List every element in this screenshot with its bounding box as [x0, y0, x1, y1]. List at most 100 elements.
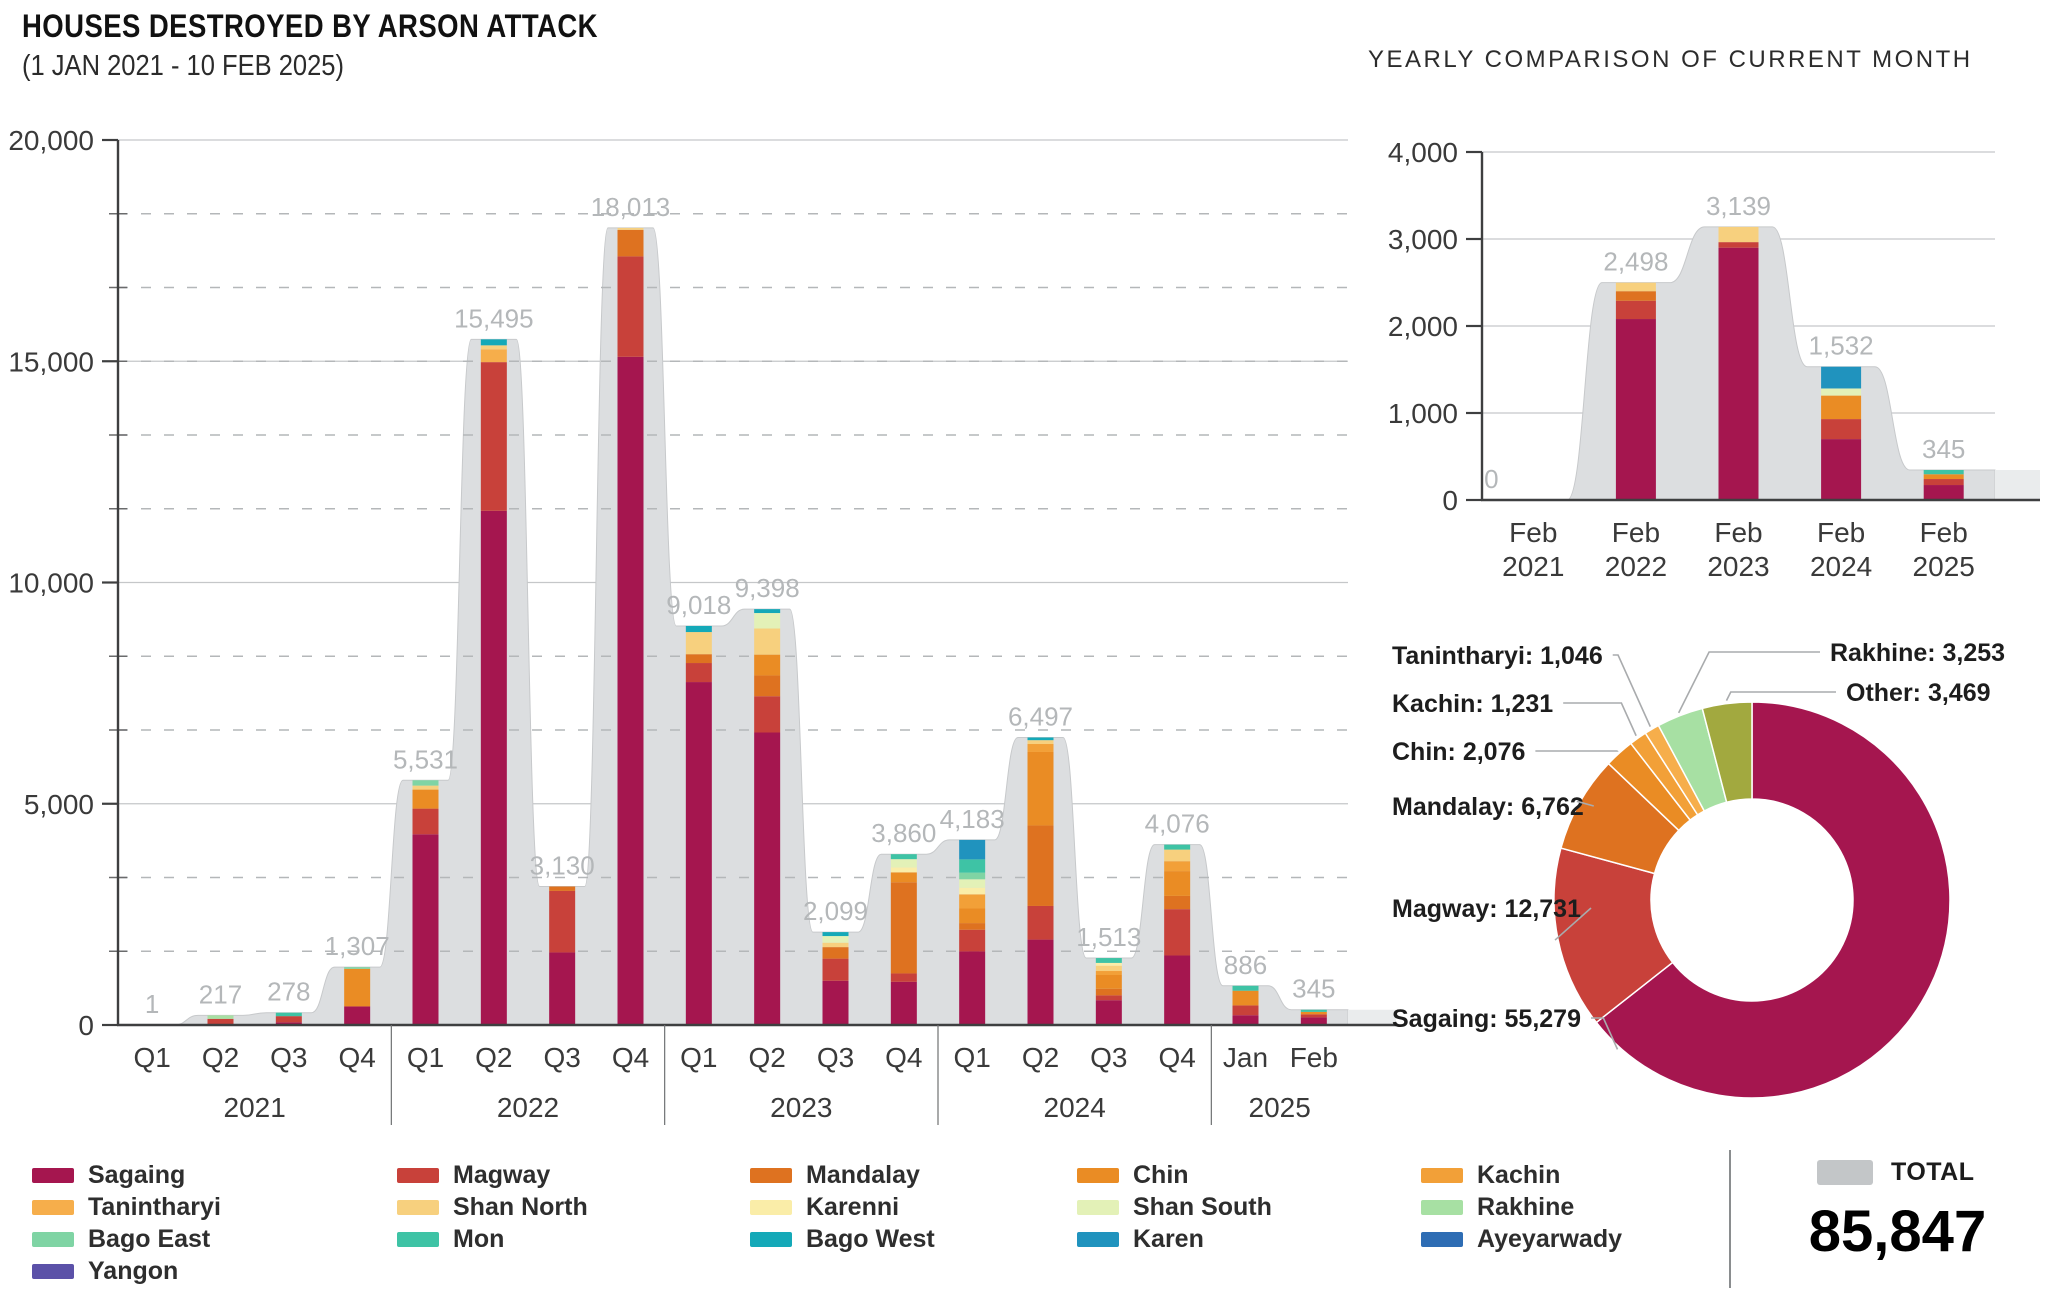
- bar-segment-mandalay: [822, 947, 849, 959]
- legend-swatch: [1077, 1199, 1119, 1215]
- bar-value-label: 1,532: [1809, 331, 1874, 361]
- legend-label: Mon: [453, 1224, 505, 1253]
- bar-segment-bago-west: [685, 625, 712, 633]
- legend-swatch: [750, 1167, 792, 1183]
- bar-segment-mandalay: [617, 229, 644, 257]
- bar-value-label: 15,495: [454, 303, 534, 333]
- bar-segment-shan-south: [754, 613, 781, 629]
- x-axis-tick-label: Q4: [338, 1042, 375, 1073]
- legend-item-karenni: Karenni: [750, 1193, 899, 1221]
- donut-label: Sagaing: 55,279: [1392, 1005, 1581, 1033]
- x-axis-group-label: 2021: [224, 1092, 286, 1123]
- bar-value-label: 0: [1484, 464, 1498, 494]
- x-axis-tick-label: Q3: [817, 1042, 854, 1073]
- bar-segment-chin: [890, 872, 917, 883]
- bar-value-label: 4,183: [940, 804, 1005, 834]
- bar-segment-magway: [959, 929, 986, 952]
- bar-segment-magway: [1718, 242, 1759, 248]
- bar-segment-mandalay: [1095, 988, 1122, 996]
- legend-label: Karen: [1133, 1224, 1204, 1253]
- bar-segment-magway: [1027, 905, 1054, 940]
- bar-segment-chin: [1923, 474, 1964, 480]
- bar-segment-sagaing: [275, 1022, 302, 1025]
- donut-leader-line: [1612, 654, 1652, 727]
- bar-segment-chin: [412, 789, 439, 809]
- x-axis-year-label: 2022: [1605, 551, 1667, 582]
- bar-value-label: 2,099: [803, 896, 868, 926]
- bar-segment-magway: [207, 1018, 234, 1025]
- total-swatch: [1817, 1160, 1873, 1185]
- bar-segment-shan-south: [890, 859, 917, 868]
- bar-segment-mon: [1164, 844, 1191, 850]
- bar-segment-mandalay: [1164, 895, 1191, 910]
- x-axis-group-label: 2025: [1249, 1092, 1311, 1123]
- bar-segment-sagaing: [754, 732, 781, 1025]
- y-axis-tick-label: 5,000: [24, 789, 94, 820]
- x-axis-tick-label: Q2: [1022, 1042, 1059, 1073]
- bar-segment-shan-north: [754, 628, 781, 655]
- bar-segment-magway: [1615, 300, 1656, 320]
- x-axis-tick-label: Q3: [270, 1042, 307, 1073]
- legend-swatch: [1077, 1231, 1119, 1247]
- bar-value-label: 3,860: [871, 818, 936, 848]
- bar-segment-mon: [1923, 469, 1964, 475]
- legend-label: Ayeyarwady: [1477, 1224, 1622, 1253]
- x-axis-tick-label: Feb: [1817, 517, 1865, 548]
- x-axis-tick-label: Feb: [1920, 517, 1968, 548]
- bar-segment-sagaing: [959, 951, 986, 1025]
- bar-segment-sagaing: [685, 682, 712, 1025]
- bar-segment-magway: [480, 362, 507, 511]
- bar-segment-mon: [1300, 1009, 1327, 1012]
- donut-label: Tanintharyi: 1,046: [1392, 642, 1603, 670]
- legend-label: Sagaing: [88, 1160, 186, 1189]
- bar-segment-magway: [1821, 419, 1862, 440]
- bar-segment-shan-south: [822, 936, 849, 943]
- legend-label: Shan South: [1133, 1192, 1272, 1221]
- silhouette-continuation: [1348, 1009, 1396, 1025]
- donut-leader-line: [1677, 651, 1820, 714]
- bar-segment-mandalay: [890, 882, 917, 974]
- donut-label: Magway: 12,731: [1392, 895, 1581, 923]
- x-axis-tick-label: Q4: [1158, 1042, 1195, 1073]
- bar-segment-magway: [549, 890, 576, 953]
- bar-segment-mandalay: [685, 654, 712, 664]
- donut-leader-line: [1563, 702, 1637, 737]
- x-axis-tick-label: Feb: [1509, 517, 1557, 548]
- total-value: 85,847: [1808, 1199, 1987, 1264]
- legend-swatch: [32, 1231, 74, 1247]
- bar-segment-sagaing: [1615, 319, 1656, 500]
- legend-item-shan-north: Shan North: [397, 1193, 588, 1221]
- legend-swatch: [750, 1199, 792, 1215]
- bar-segment-magway: [685, 663, 712, 683]
- legend-item-sagaing: Sagaing: [32, 1161, 185, 1189]
- y-axis-tick-label: 15,000: [8, 346, 94, 377]
- bar-value-label: 1,513: [1076, 922, 1141, 952]
- legend-swatch: [1421, 1231, 1463, 1247]
- legend-item-kachin: Kachin: [1421, 1161, 1560, 1189]
- x-axis-tick-label: Q1: [133, 1042, 170, 1073]
- legend-label: Karenni: [806, 1192, 900, 1221]
- bar-segment-shan-south: [1821, 388, 1862, 396]
- x-axis-tick-label: Q3: [1090, 1042, 1127, 1073]
- bar-segment-bago-west: [1027, 737, 1054, 741]
- bar-segment-magway: [1164, 909, 1191, 956]
- x-axis-tick-label: Q4: [612, 1042, 649, 1073]
- bar-value-label: 9,018: [666, 590, 731, 620]
- bar-segment-shan-north: [1095, 965, 1122, 972]
- legend-swatch: [397, 1231, 439, 1247]
- bar-segment-mon: [1232, 985, 1259, 991]
- legend-label: Yangon: [88, 1256, 179, 1285]
- total-label: TOTAL: [1891, 1158, 1975, 1186]
- bar-segment-sagaing: [1095, 1000, 1122, 1025]
- legend-label: Bago West: [806, 1224, 935, 1253]
- bar-segment-magway: [890, 973, 917, 982]
- legend-swatch: [397, 1167, 439, 1183]
- bar-segment-magway: [754, 696, 781, 733]
- legend-label: Shan North: [453, 1192, 588, 1221]
- bar-segment-mandalay: [1027, 825, 1054, 906]
- x-axis-group-label: 2022: [497, 1092, 559, 1123]
- bar-segment-shan-north: [685, 632, 712, 655]
- donut-label: Kachin: 1,231: [1392, 690, 1553, 718]
- bar-segment-sagaing: [1923, 485, 1964, 500]
- x-axis-tick-label: Q2: [475, 1042, 512, 1073]
